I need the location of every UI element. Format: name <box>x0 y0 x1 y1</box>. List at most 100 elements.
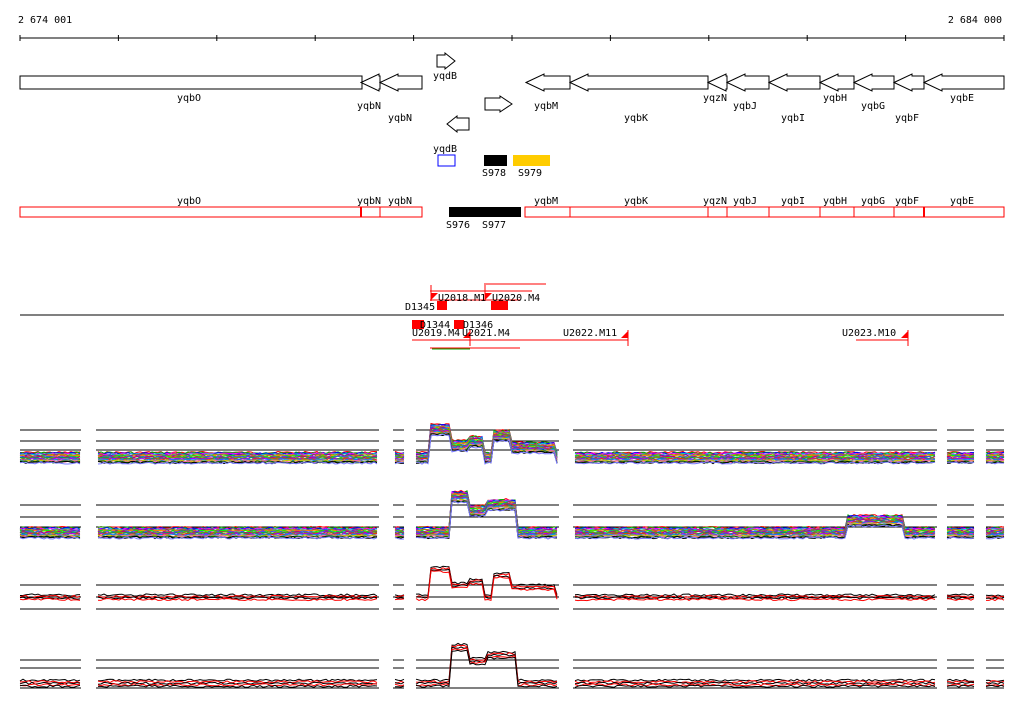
gene-label-yqbf: yqbF <box>895 113 919 124</box>
expression-line <box>394 460 405 463</box>
gene-label-yqbo: yqbO <box>177 93 201 104</box>
expression-line <box>415 649 558 688</box>
expression-line <box>574 594 936 599</box>
gene-label-yqzn: yqzN <box>703 93 727 104</box>
expression-line <box>985 532 1005 536</box>
gene-shape-yqbg <box>852 73 895 92</box>
expression-line <box>97 535 378 539</box>
transcript-u2023-m10: U2023.M10 <box>842 328 896 339</box>
expression-line <box>97 594 378 599</box>
bar-label-yqbn-a: yqbN <box>357 196 381 207</box>
transcript-u2022-m11: U2022.M11 <box>563 328 617 339</box>
bar-label-yqbo: yqbO <box>177 196 201 207</box>
expression-line <box>574 516 936 532</box>
gene-label-yqdb-bottom: yqdB <box>433 144 457 155</box>
expression-line <box>985 462 1004 465</box>
feature-label-s979: S979 <box>518 168 542 179</box>
expression-line <box>97 526 378 530</box>
expression-line <box>946 681 975 685</box>
expression-line <box>19 535 81 539</box>
expression-line <box>574 460 936 464</box>
expression-line <box>415 642 558 682</box>
expression-line <box>985 528 1005 532</box>
bar-label-yqbf: yqbF <box>895 196 919 207</box>
expression-line <box>394 532 405 535</box>
expression-line <box>946 593 975 597</box>
expression-line <box>985 536 1005 540</box>
expression-line <box>416 426 558 458</box>
gene-shape-yqzn <box>706 73 728 92</box>
expression-line <box>946 595 975 598</box>
expression-line <box>394 456 405 459</box>
gene-shape-yqbm <box>524 73 571 92</box>
expression-line <box>20 593 81 597</box>
bar-label-yqbm: yqbM <box>534 196 558 207</box>
expression-line <box>19 461 81 465</box>
gene-shape-yqbo <box>19 75 363 90</box>
expression-line <box>97 451 378 455</box>
gene-shape-yqbn-b <box>378 73 423 92</box>
bar-label-yqbg: yqbG <box>861 196 885 207</box>
expression-line <box>19 451 81 456</box>
transcript-d1346: D1346 <box>463 320 493 331</box>
expression-line <box>416 433 558 465</box>
feature-s979 <box>513 155 550 166</box>
transcript-u2021-m4: U2021.M4 <box>462 328 510 339</box>
gene-label-yqbm: yqbM <box>534 101 558 112</box>
expression-line <box>574 597 936 602</box>
expression-line <box>985 684 1005 688</box>
expression-line <box>946 680 974 684</box>
transcript-block-d1345 <box>437 301 447 310</box>
gene-bar-right <box>524 206 1005 218</box>
coord-right: 2 684 000 <box>948 15 1002 26</box>
expression-line <box>394 685 405 688</box>
expression-line <box>415 644 558 684</box>
feature-s976-s977 <box>449 207 521 217</box>
expression-line <box>415 565 558 597</box>
coord-left: 2 674 001 <box>18 15 72 26</box>
expression-line <box>574 524 936 540</box>
expression-line <box>946 684 975 688</box>
expression-line <box>19 681 81 685</box>
expression-line <box>394 683 405 687</box>
expression-line <box>946 683 975 687</box>
transcript-block-d1344 <box>412 320 424 329</box>
bar-label-yqbk: yqbK <box>624 196 648 207</box>
expression-line <box>394 596 405 599</box>
transcript-u2018-m1: U2018.M1 <box>438 293 486 304</box>
gene-label-yqbi: yqbI <box>781 113 805 124</box>
expression-line <box>97 683 378 687</box>
gene-label-yqbn-a: yqbN <box>357 101 381 112</box>
gene-label-yqbj: yqbJ <box>733 101 757 112</box>
transcript-track: U2018.M1 U2020.M4 D1345 D1344 D1346 U201… <box>20 283 1004 350</box>
gene-shape-yqdb-bottom <box>446 114 470 134</box>
expression-line <box>97 536 378 540</box>
expression-line <box>574 461 936 465</box>
gene-track: yqbO yqbN yqbN yqdB yqdB yqbM yqbK yqzN … <box>19 51 1005 155</box>
transcript-d1344: D1344 <box>420 320 450 331</box>
gene-bar-mark <box>360 207 362 217</box>
gene-shape-unlabeled <box>484 95 513 113</box>
expression-line <box>97 454 378 458</box>
expression-line <box>97 597 378 602</box>
gene-bar: yqbO yqbN yqbN yqbM yqbK yqzN yqbJ yqbI … <box>19 196 1005 231</box>
blue-feature-box <box>437 154 456 167</box>
expression-line <box>946 526 975 530</box>
bar-label-yqbh: yqbH <box>823 196 847 207</box>
expression-tracks <box>19 422 1005 689</box>
coordinate-ruler: 2 674 001 2 684 000 <box>18 15 1005 41</box>
expression-line <box>97 461 378 465</box>
expression-line <box>946 461 975 465</box>
expression-line <box>415 429 558 461</box>
expression-line <box>394 461 405 465</box>
expression-line <box>19 684 81 688</box>
expression-line <box>19 534 81 538</box>
expression-line <box>19 536 81 540</box>
transcript-flag-u2019 <box>463 331 470 338</box>
expression-line <box>394 459 405 461</box>
bar-label-yqbe: yqbE <box>950 196 974 207</box>
bar-label-s976: S976 <box>446 220 470 231</box>
expression-line <box>394 598 405 601</box>
expression-line <box>19 680 81 684</box>
gene-shape-yqbf <box>892 73 925 92</box>
